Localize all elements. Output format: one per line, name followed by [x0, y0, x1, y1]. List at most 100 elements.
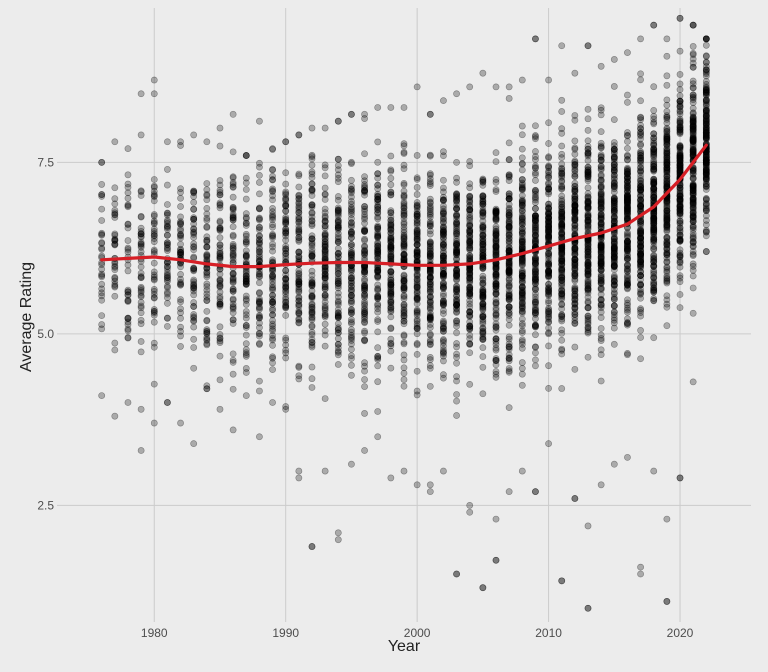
- data-point: [413, 351, 421, 358]
- data-point: [387, 174, 395, 182]
- data-point: [242, 215, 250, 223]
- data-point: [295, 294, 303, 302]
- data-point: [229, 173, 237, 181]
- data-point: [282, 275, 290, 283]
- data-point: [518, 359, 526, 366]
- data-point: [295, 219, 303, 227]
- data-point: [282, 302, 290, 310]
- data-point: [177, 343, 184, 350]
- data-point: [400, 338, 408, 346]
- data-point: [282, 267, 290, 274]
- data-point: [348, 160, 355, 168]
- data-point: [466, 380, 474, 388]
- data-point: [348, 291, 355, 299]
- data-point: [558, 214, 566, 221]
- data-point: [295, 248, 303, 256]
- data-point: [164, 284, 171, 291]
- data-point: [216, 241, 224, 249]
- data-point: [663, 180, 671, 188]
- data-point: [111, 346, 119, 354]
- data-point: [203, 223, 211, 231]
- data-point: [216, 405, 224, 413]
- data-point: [203, 283, 211, 290]
- data-point: [256, 289, 263, 296]
- data-point: [229, 385, 237, 393]
- data-point: [216, 241, 224, 248]
- data-point: [321, 312, 329, 319]
- data-point: [282, 219, 290, 227]
- data-point: [571, 343, 579, 351]
- data-point: [624, 349, 631, 357]
- data-point: [426, 340, 434, 348]
- data-point: [348, 333, 355, 341]
- data-point: [400, 382, 408, 390]
- data-point: [282, 296, 290, 304]
- data-point: [518, 166, 526, 174]
- data-point: [676, 86, 684, 94]
- data-point: [400, 282, 408, 290]
- data-point: [269, 208, 276, 216]
- data-point: [216, 226, 224, 234]
- data-point: [400, 369, 408, 377]
- data-point: [295, 280, 303, 288]
- data-point: [269, 291, 276, 299]
- data-point: [361, 150, 368, 158]
- data-point: [269, 273, 276, 281]
- data-point: [295, 297, 303, 305]
- data-point: [256, 340, 263, 347]
- data-point: [150, 182, 158, 190]
- data-point: [650, 217, 658, 225]
- data-point: [348, 185, 355, 193]
- data-point: [637, 125, 644, 133]
- data-point: [295, 131, 303, 139]
- data-point: [190, 205, 198, 213]
- data-point: [269, 331, 276, 339]
- data-point: [242, 214, 250, 221]
- data-point: [137, 302, 145, 310]
- data-point: [190, 188, 198, 196]
- data-point: [610, 116, 618, 124]
- data-point: [111, 237, 119, 244]
- data-point: [282, 284, 290, 291]
- data-point: [137, 213, 145, 221]
- data-point: [164, 181, 171, 189]
- data-point: [558, 154, 566, 162]
- data-point: [689, 214, 697, 221]
- data-point: [545, 205, 552, 212]
- data-point: [558, 142, 566, 150]
- data-point: [256, 300, 263, 308]
- data-point: [177, 225, 184, 233]
- data-point: [650, 288, 658, 296]
- data-point: [295, 200, 303, 208]
- data-point: [150, 193, 158, 201]
- data-point: [269, 146, 276, 153]
- data-point: [124, 267, 132, 275]
- data-point: [453, 397, 460, 405]
- data-point: [98, 270, 106, 278]
- data-point: [282, 197, 290, 204]
- data-point: [597, 481, 605, 489]
- data-point: [98, 158, 106, 166]
- data-point: [137, 274, 145, 281]
- data-point: [124, 399, 132, 406]
- data-point: [177, 249, 184, 257]
- data-point: [676, 144, 684, 152]
- data-point: [295, 172, 303, 180]
- data-point: [676, 121, 684, 129]
- data-point: [137, 287, 145, 294]
- data-point: [269, 221, 276, 229]
- data-point: [650, 296, 658, 304]
- data-point: [348, 198, 355, 205]
- data-point: [216, 280, 224, 287]
- data-point: [597, 143, 605, 151]
- data-point: [216, 186, 224, 194]
- data-point: [597, 163, 605, 171]
- data-point: [150, 276, 158, 284]
- data-point: [387, 181, 395, 189]
- data-point: [150, 285, 158, 293]
- data-point: [216, 300, 224, 308]
- data-point: [610, 194, 618, 202]
- data-point: [150, 308, 158, 315]
- data-point: [545, 342, 552, 350]
- data-point: [597, 259, 605, 267]
